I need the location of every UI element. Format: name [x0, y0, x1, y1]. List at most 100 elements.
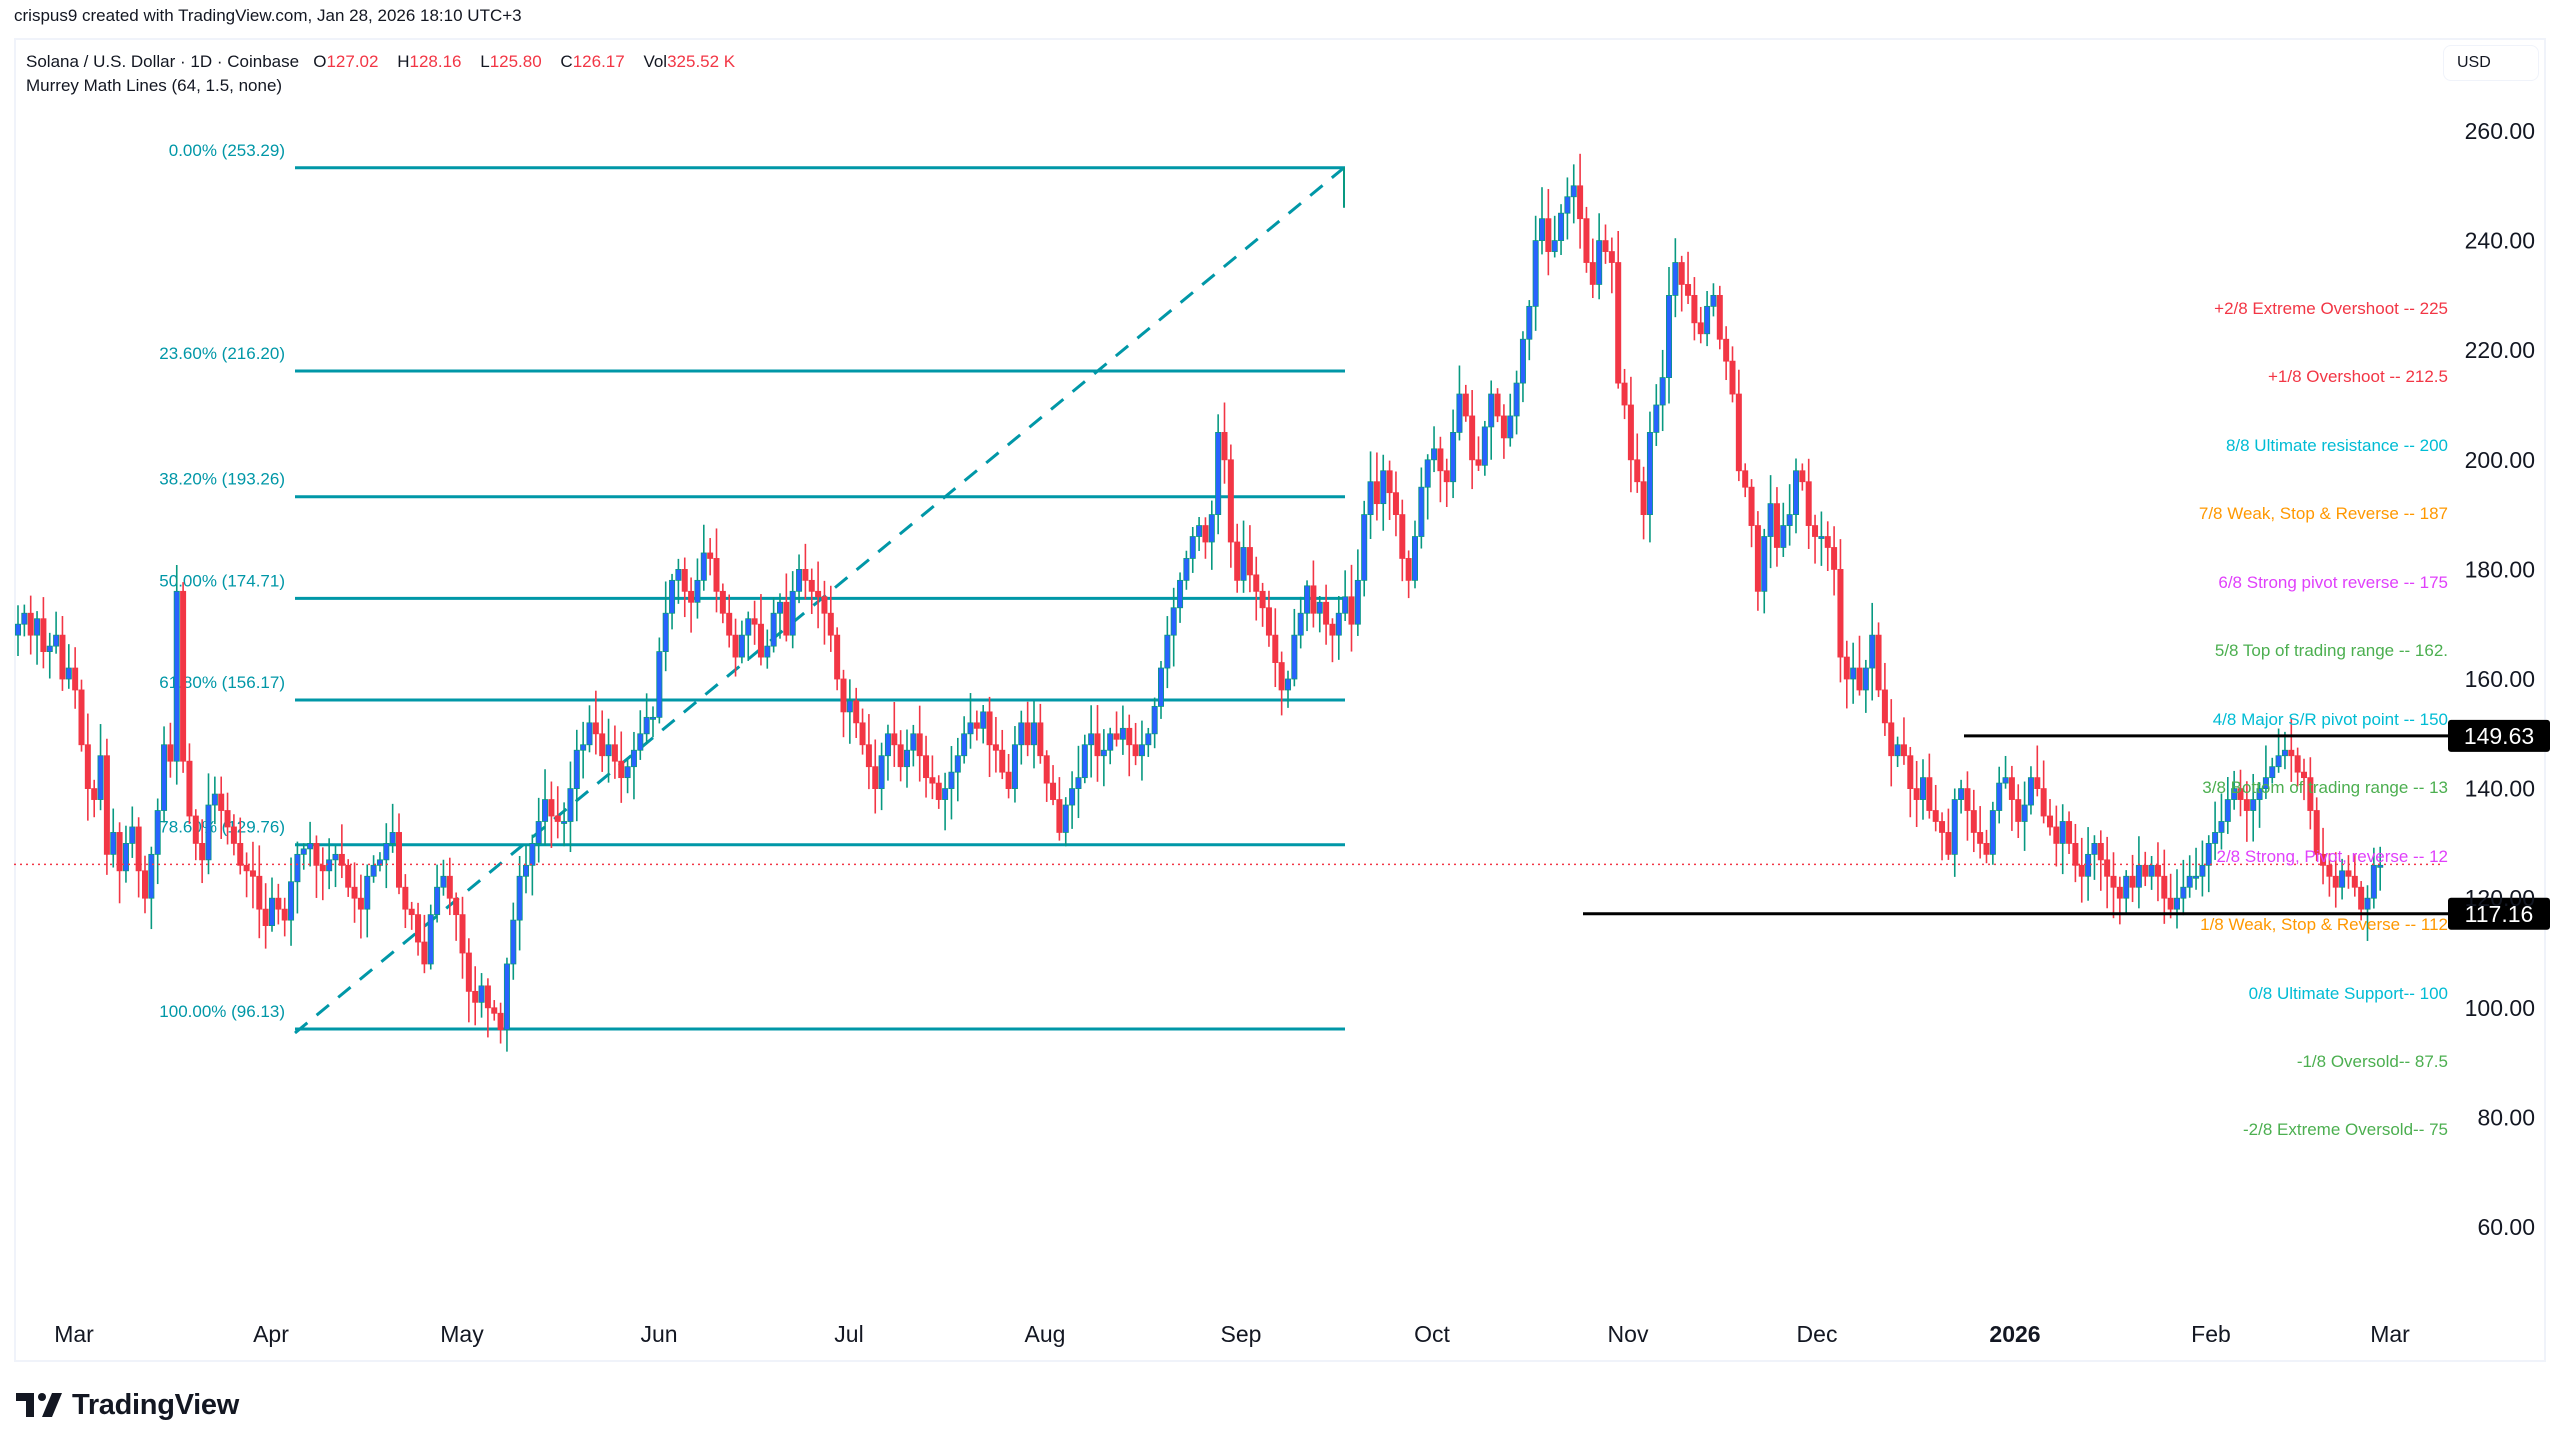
candle-down — [1469, 415, 1476, 461]
price-axis-tick: 260.00 — [2465, 118, 2535, 144]
candle-down — [199, 843, 206, 861]
candle-up — [1450, 431, 1457, 483]
candle-down — [319, 864, 326, 872]
candle-down — [1253, 574, 1260, 592]
currency-selector[interactable]: USD — [2443, 45, 2539, 81]
price-axis[interactable]: 260.00 240.00 220.00 200.00 180.00 160.00 140.… — [2465, 118, 2535, 1240]
candle-down — [1888, 722, 1895, 757]
candle-up — [1551, 240, 1558, 252]
symbol-row: Solana / U.S. Dollar · 1D · Coinbase O12… — [26, 50, 749, 74]
candle-up — [1412, 536, 1419, 581]
candle-up — [129, 826, 136, 844]
candle-up — [1380, 470, 1387, 505]
candle-down — [1723, 338, 1730, 362]
candle-down — [1348, 596, 1355, 625]
candle-up — [326, 859, 333, 872]
candle-up — [1196, 525, 1203, 537]
candle-up — [1488, 393, 1495, 428]
candle-down — [1329, 623, 1336, 636]
candle-up — [1761, 536, 1768, 592]
candle-up — [1570, 185, 1577, 198]
candle-up — [561, 821, 568, 824]
candle-down — [1875, 634, 1882, 691]
candle-up — [542, 799, 549, 822]
fib-trend-line[interactable] — [294, 166, 1345, 1035]
candle-up — [2256, 788, 2263, 800]
candle-down — [1621, 382, 1628, 406]
fibonacci-retracement[interactable]: 0.00% (253.29) 23.60% (216.20) 38.20% (193… — [159, 141, 1345, 1035]
candle-down — [27, 612, 34, 636]
candle-down — [313, 843, 320, 866]
candle-down — [2307, 777, 2314, 811]
price-axis-tick: 160.00 — [2465, 666, 2535, 692]
candle-up — [2193, 875, 2200, 879]
horizontal-levels[interactable]: 149.63 117.16 — [1583, 719, 2550, 930]
close-value: 126.17 — [572, 52, 625, 71]
candle-down — [1227, 459, 1234, 543]
candle-down — [2097, 843, 2104, 861]
time-axis-tick: Oct — [1414, 1321, 1450, 1347]
candle-up — [1424, 459, 1431, 488]
candle-down — [1043, 755, 1050, 784]
candle-down — [59, 634, 66, 680]
candle-down — [1983, 843, 1990, 855]
candle-up — [389, 832, 396, 844]
candle-down — [732, 634, 739, 658]
candle-down — [1735, 393, 1742, 472]
price-axis-tick: 220.00 — [2465, 337, 2535, 363]
candle-up — [1532, 240, 1539, 307]
candle-down — [1615, 262, 1622, 384]
candle-down — [2116, 886, 2123, 899]
candle-down — [84, 744, 91, 790]
symbol-title[interactable]: Solana / U.S. Dollar · 1D · Coinbase — [26, 52, 300, 71]
candle-down — [2034, 777, 2041, 790]
tradingview-logo[interactable]: TradingView — [16, 1389, 239, 1421]
candle-up — [1240, 547, 1247, 581]
candle-up — [1526, 305, 1533, 340]
candle-up — [694, 579, 701, 603]
candle-down — [1907, 755, 1914, 789]
candle-down — [840, 678, 847, 713]
candle-up — [1519, 338, 1526, 384]
candle-down — [1685, 284, 1692, 296]
candle-down — [1278, 662, 1285, 691]
candle-up — [1704, 305, 1711, 335]
candle-up — [2059, 821, 2066, 844]
candle-down — [1881, 689, 1888, 724]
candle-down — [872, 766, 879, 789]
candle-down — [707, 552, 714, 559]
candle-up — [967, 722, 974, 735]
candle-up — [1367, 481, 1374, 516]
candle-up — [154, 810, 161, 855]
murrey-level-label: 6/8 Strong pivot reverse -- 175 — [2218, 573, 2448, 592]
candle-down — [916, 733, 923, 757]
candle-up — [1850, 667, 1857, 680]
candle-up — [53, 634, 60, 647]
indicator-row[interactable]: Murrey Math Lines (64, 1.5, none) — [26, 76, 283, 95]
candle-up — [586, 722, 593, 746]
time-axis-tick: Feb — [2191, 1321, 2231, 1347]
candle-up — [1456, 393, 1463, 433]
candle-up — [2085, 853, 2092, 877]
candle-up — [1361, 514, 1368, 581]
murrey-level-label: -1/8 Oversold-- 87.5 — [2297, 1052, 2448, 1071]
candle-down — [2154, 864, 2161, 877]
candle-down — [243, 864, 250, 872]
time-axis-tick: Apr — [253, 1321, 289, 1347]
candle-down — [1500, 415, 1507, 439]
candle-up — [370, 864, 377, 877]
candle-down — [2015, 799, 2022, 822]
low-key: L — [480, 52, 490, 71]
time-axis-tick: 2026 — [1989, 1321, 2040, 1347]
time-axis[interactable]: Mar Apr May Jun Jul Aug Sep Oct Nov Dec 2026 Feb Mar — [54, 1321, 2410, 1347]
candle-down — [186, 760, 193, 817]
candle-down — [719, 590, 726, 614]
candle-up — [1342, 596, 1349, 614]
candle-up — [1894, 744, 1901, 757]
candle-down — [986, 711, 993, 746]
murrey-level-label: 3/8 Bottom of trading range -- 13 — [2202, 778, 2448, 797]
candle-up — [1951, 799, 1958, 855]
murrey-level-label: 8/8 Ultimate resistance -- 200 — [2226, 436, 2448, 455]
candle-down — [1323, 601, 1330, 625]
